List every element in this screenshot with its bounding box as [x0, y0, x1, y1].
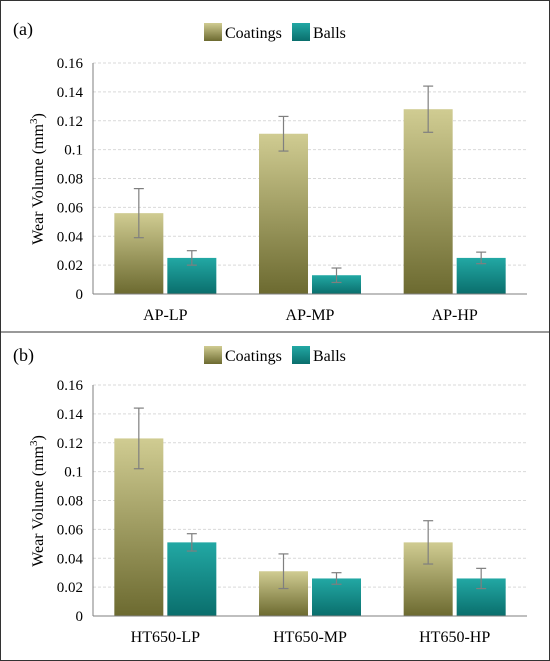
- y-tick-label: 0.12: [57, 436, 83, 452]
- x-tick-label: HT650-HP: [419, 629, 490, 646]
- y-tick-label: 0.06: [57, 522, 84, 538]
- y-tick-label: 0.1: [64, 143, 83, 159]
- x-tick-label: HT650-LP: [131, 629, 200, 646]
- legend-swatch-balls: [292, 23, 310, 41]
- chart-panel-b: (b) Coatings Balls Wear Volume (mm3) 0 0.…: [13, 345, 527, 646]
- legend: Coatings Balls: [204, 23, 346, 42]
- x-axis-labels: AP-LP AP-MP AP-HP: [143, 307, 478, 324]
- y-tick-label: 0.1: [64, 465, 83, 481]
- bar-balls: [312, 275, 361, 294]
- legend-label-coatings: Coatings: [225, 25, 282, 42]
- bar-balls: [167, 542, 217, 616]
- y-tick-label: 0.16: [57, 378, 84, 394]
- y-tick-label: 0.16: [57, 56, 84, 72]
- gridlines: [93, 384, 527, 588]
- x-tick-label: AP-MP: [286, 307, 335, 324]
- y-tick-label: 0.04: [57, 229, 84, 245]
- y-axis-title: Wear Volume (mm3): [28, 113, 47, 245]
- legend-label-balls: Balls: [313, 25, 346, 42]
- x-tick-label: AP-LP: [143, 307, 188, 324]
- legend-label-balls: Balls: [313, 348, 346, 365]
- y-tick-label: 0.02: [57, 258, 83, 274]
- x-tick-label: HT650-MP: [273, 629, 347, 646]
- legend-swatch-coatings: [204, 23, 222, 41]
- bars: [114, 85, 506, 294]
- legend-swatch-balls: [292, 346, 310, 364]
- y-tick-label: 0.06: [57, 200, 84, 216]
- panel-label: (b): [13, 345, 34, 366]
- y-tick-label: 0: [76, 609, 84, 625]
- gridlines: [93, 62, 527, 266]
- y-axis-ticks: 0 0.02 0.04 0.06 0.08 0.1 0.12 0.14 0.16: [57, 56, 84, 303]
- chart-panel-a: (a) Coatings Balls Wear Volume (mm3) 0 0.…: [13, 19, 527, 324]
- bars: [114, 407, 506, 616]
- x-tick-label: AP-HP: [432, 307, 478, 324]
- y-tick-label: 0.08: [57, 494, 83, 510]
- y-tick-label: 0.14: [57, 407, 84, 423]
- y-axis-ticks: 0 0.02 0.04 0.06 0.08 0.1 0.12 0.14 0.16: [57, 378, 84, 625]
- bar-coatings: [259, 133, 308, 294]
- y-tick-label: 0.02: [57, 580, 83, 596]
- x-axis-labels: HT650-LP HT650-MP HT650-HP: [131, 629, 491, 646]
- y-tick-label: 0.14: [57, 85, 84, 101]
- y-tick-label: 0: [76, 287, 84, 303]
- legend: Coatings Balls: [204, 346, 346, 365]
- legend-label-coatings: Coatings: [225, 348, 282, 365]
- y-tick-label: 0.04: [57, 551, 84, 567]
- panel-label: (a): [13, 19, 33, 40]
- y-axis-title: Wear Volume (mm3): [28, 435, 47, 567]
- y-tick-label: 0.08: [57, 172, 83, 188]
- legend-swatch-coatings: [204, 346, 222, 364]
- bar-coatings: [403, 109, 453, 294]
- y-tick-label: 0.12: [57, 114, 83, 130]
